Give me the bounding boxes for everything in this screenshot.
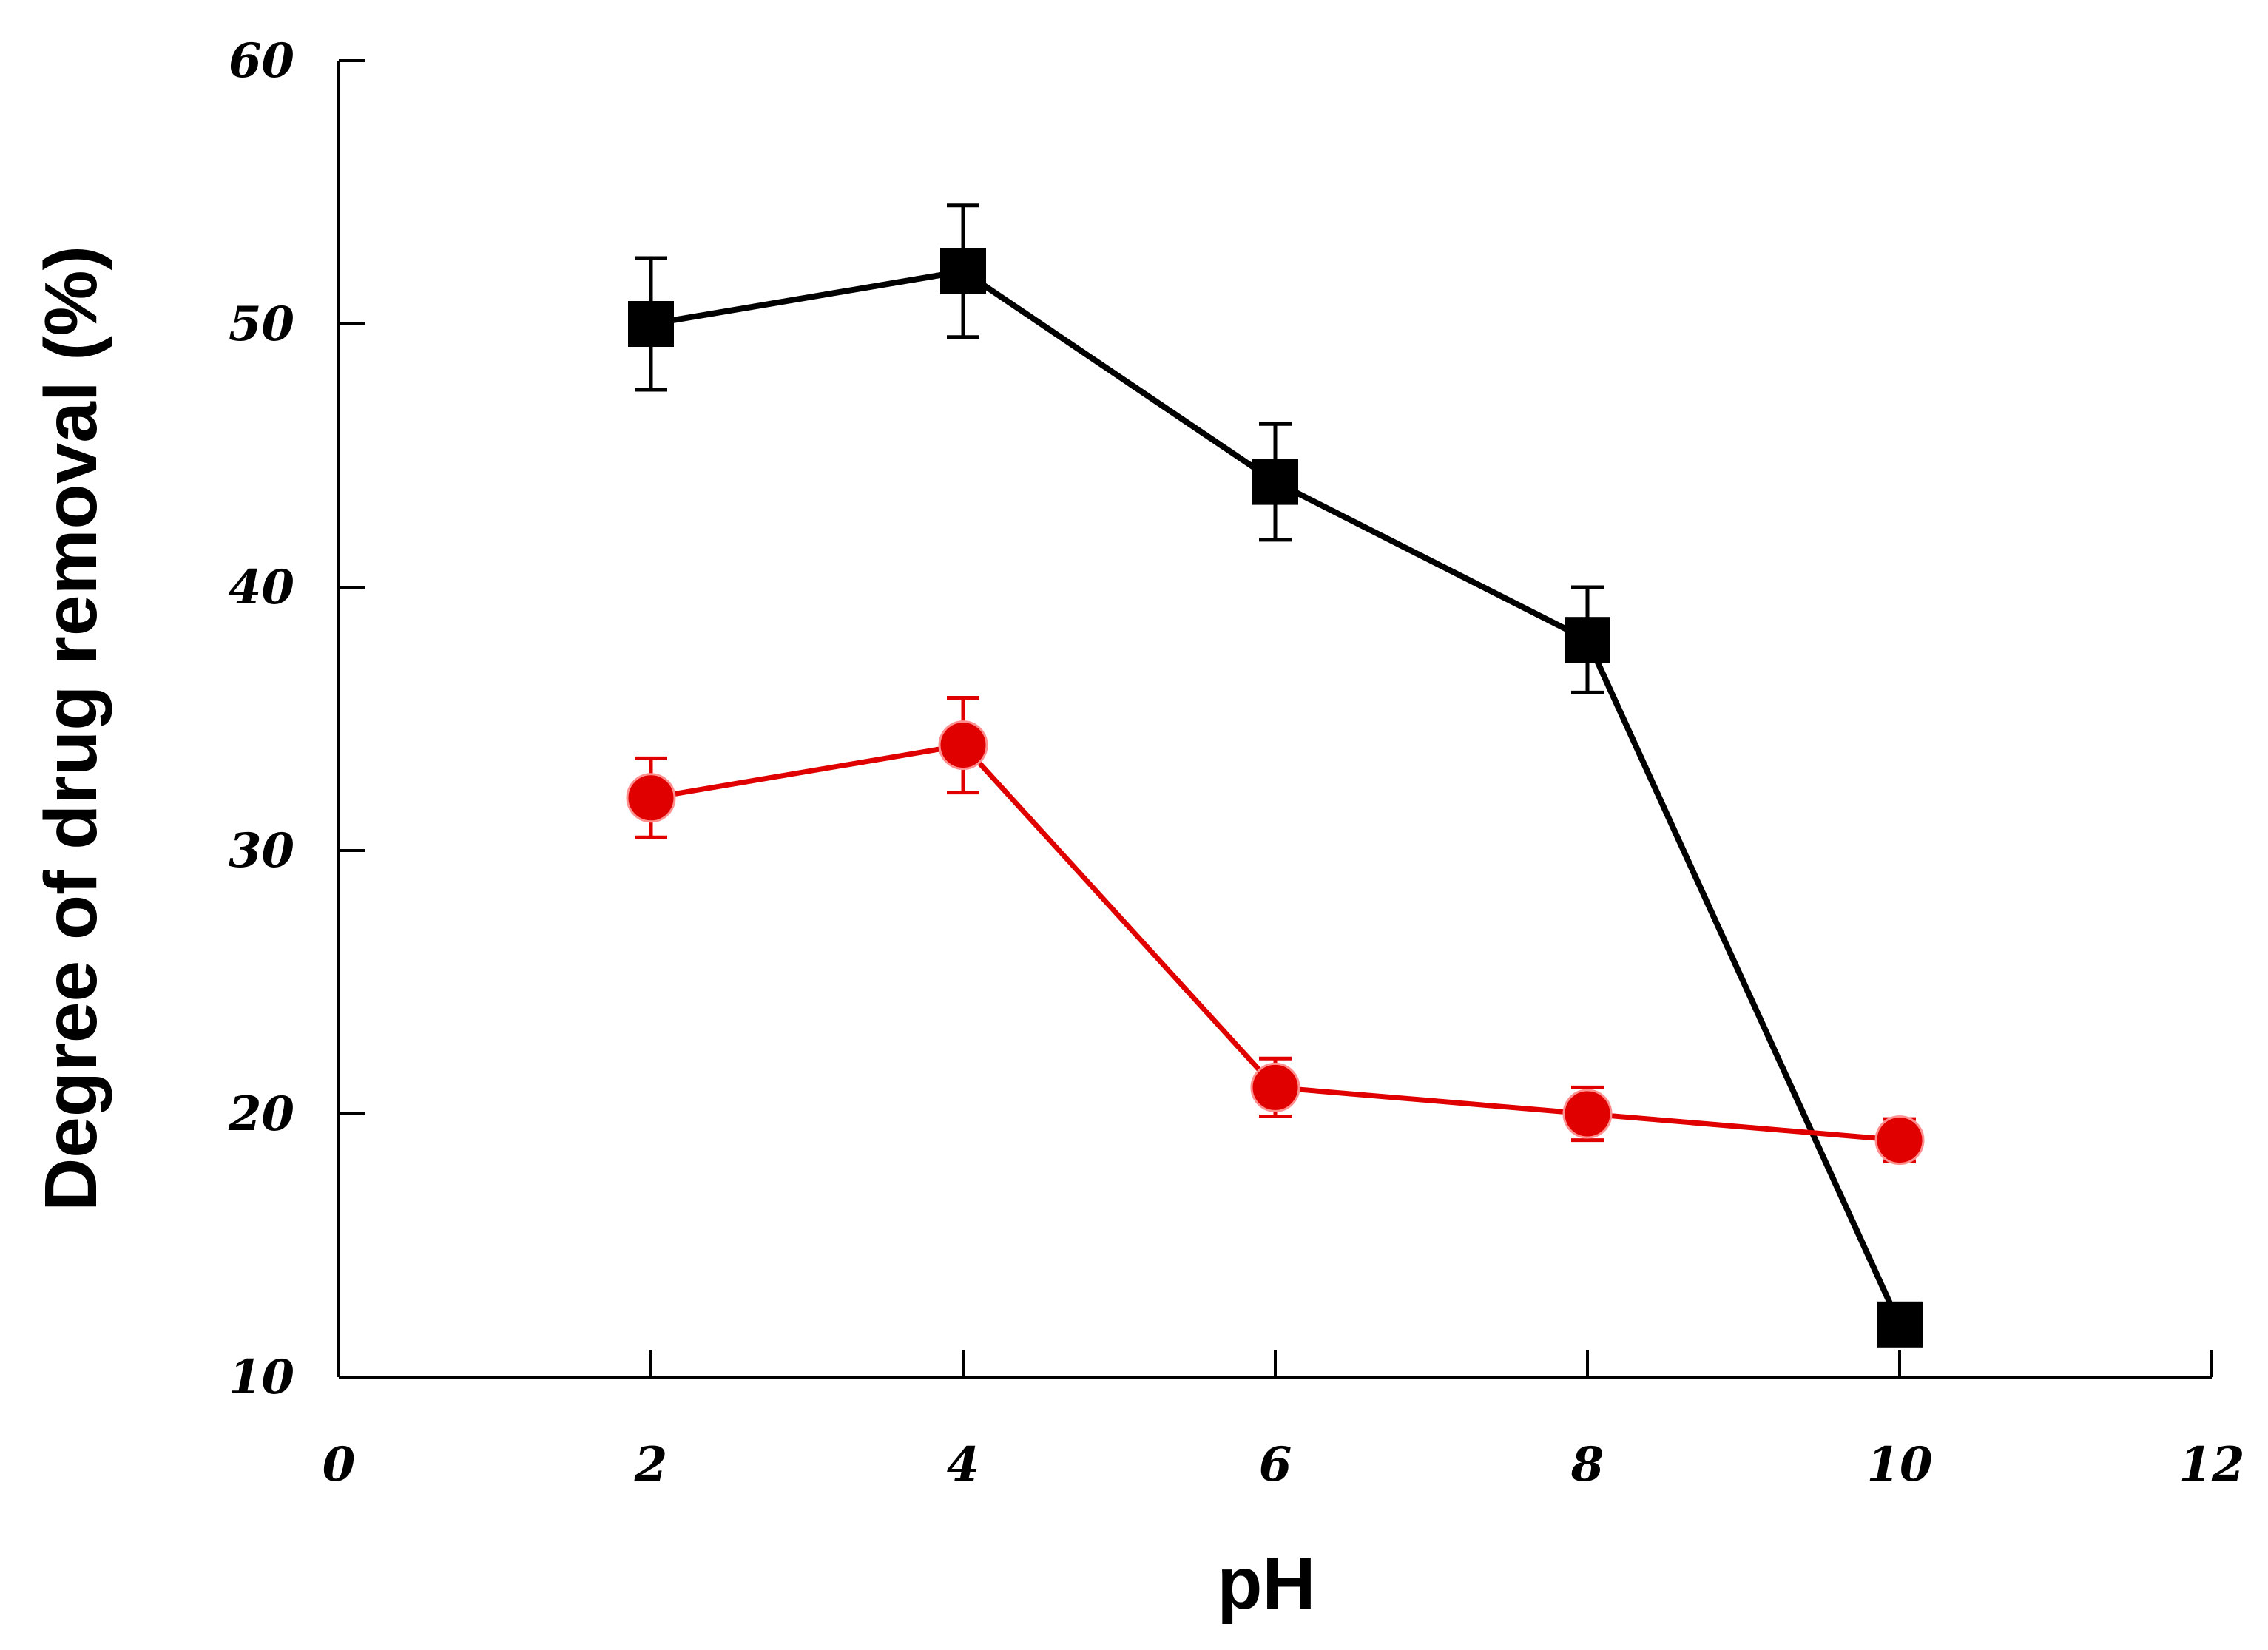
data-point-square (940, 248, 986, 294)
data-point-circle (626, 773, 676, 823)
y-tick-label: 60 (229, 33, 294, 89)
series-layer (626, 203, 1925, 1348)
data-point-circle (938, 720, 988, 771)
x-tick-label: 2 (634, 1437, 668, 1492)
x-tick-label: 8 (1570, 1437, 1604, 1492)
x-tick-label: 10 (1866, 1437, 1932, 1492)
series-black (628, 203, 1923, 1348)
x-tick-label: 12 (2178, 1437, 2244, 1492)
data-point-square (1565, 617, 1610, 663)
y-tick-label: 50 (229, 297, 294, 352)
x-tick-label: 4 (947, 1437, 980, 1492)
y-tick-label: 30 (229, 823, 294, 879)
data-point-square (628, 301, 674, 347)
y-tick-label: 40 (229, 560, 294, 615)
y-tick-label: 20 (228, 1086, 294, 1142)
y-tick-label: 10 (229, 1350, 294, 1405)
x-tick-label: 6 (1259, 1437, 1292, 1492)
x-tick-label: 0 (323, 1437, 356, 1492)
x-axis-title: pH (1217, 1542, 1315, 1625)
axes: 10 20 30 40 50 60 0 2 4 6 8 10 12 (228, 33, 2245, 1492)
data-point-square (1877, 1301, 1923, 1348)
data-point-circle (1562, 1089, 1613, 1139)
data-point-square (1252, 459, 1298, 505)
series-red (626, 696, 1925, 1166)
data-point-circle (1874, 1115, 1925, 1166)
y-axis-title: Degree of drug removal (%) (30, 246, 112, 1211)
data-point-circle (1250, 1062, 1300, 1112)
